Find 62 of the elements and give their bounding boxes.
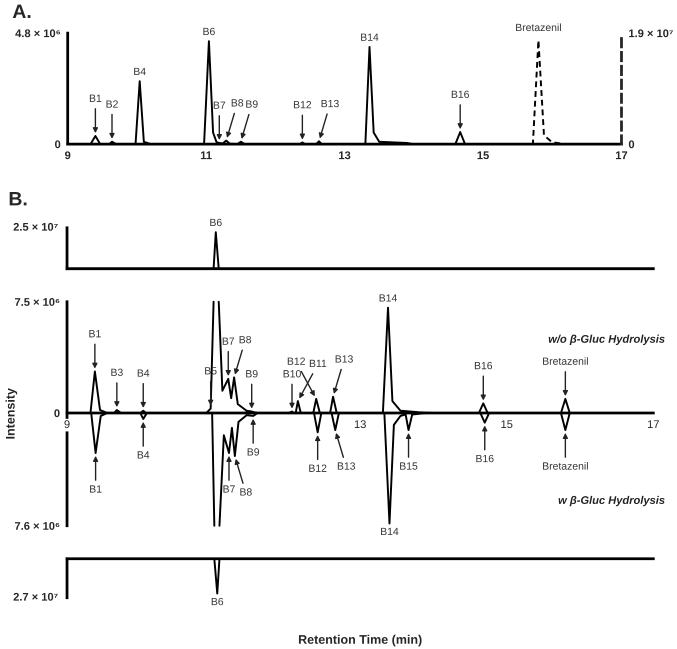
chart-title: A. xyxy=(12,4,30,18)
annotation: B15 xyxy=(400,462,418,470)
x-tick-label: 15 xyxy=(501,420,512,428)
annotation: B14 xyxy=(361,34,378,41)
annotation: B1 xyxy=(89,330,101,338)
annotation: B6 xyxy=(203,28,215,36)
annotation: B12 xyxy=(294,101,312,108)
annotation: B12 xyxy=(309,464,326,472)
x-tick-label: 9 xyxy=(64,151,70,160)
annotation: B3 xyxy=(111,368,123,376)
annotation: B6 xyxy=(212,598,224,606)
annotation: B1 xyxy=(90,94,102,102)
y-tick-label: 7.5 × 10⁶ xyxy=(14,298,60,306)
y-axis-title: Intensity xyxy=(6,388,18,439)
y-tick-label: 4.8 × 10⁶ xyxy=(15,29,60,38)
y2-tick-label: 1.9 × 10⁷ xyxy=(629,29,673,38)
annotation: B8 xyxy=(232,99,244,107)
x-axis-title: Retention Time (min) xyxy=(298,634,422,646)
annotation: B8 xyxy=(240,336,252,344)
x-tick-label: 15 xyxy=(478,151,489,160)
y2-tick-label: 0 xyxy=(628,140,634,148)
x-tick-label: 13 xyxy=(339,151,350,160)
chart-title: B. xyxy=(10,192,26,206)
x-tick-label: 17 xyxy=(648,420,659,428)
annotation: B7 xyxy=(223,485,235,493)
annotation: B13 xyxy=(336,355,353,363)
annotation: B1 xyxy=(90,485,102,493)
annotation: B8 xyxy=(240,488,252,496)
annotation: B4 xyxy=(138,451,150,458)
x-tick-label: 9 xyxy=(64,420,70,428)
annotation: B13 xyxy=(338,462,356,470)
series-label: Bretazenil xyxy=(516,23,561,32)
annotation: Bretazenil xyxy=(543,357,588,365)
annotation: B2 xyxy=(106,100,118,108)
annotation: w β-Gluc Hydrolysis xyxy=(558,496,665,506)
annotation: B16 xyxy=(452,90,470,98)
annotation: B4 xyxy=(134,68,146,76)
annotation: B9 xyxy=(248,448,260,456)
annotation: B7 xyxy=(222,338,234,345)
annotation: B11 xyxy=(310,360,326,367)
annotation: Bretazenil xyxy=(543,462,588,470)
x-tick-label: 17 xyxy=(616,151,628,160)
annotation: B12 xyxy=(288,357,305,365)
annotation: B14 xyxy=(381,528,398,536)
annotation: B9 xyxy=(246,370,258,378)
annotation: B4 xyxy=(138,369,150,377)
text: 2.7 × 10⁷ xyxy=(14,592,58,601)
x-tick-label: 11 xyxy=(200,151,212,160)
annotation: B10 xyxy=(284,370,301,378)
annotation: B7 xyxy=(214,102,226,109)
y-tick-label: 7.6 × 10⁶ xyxy=(14,522,60,530)
x-tick-label: 13 xyxy=(354,420,366,428)
annotation: B9 xyxy=(246,100,258,108)
annotation: B13 xyxy=(322,100,339,108)
annotation: B14 xyxy=(380,294,397,302)
annotation: w/o β-Gluc Hydrolysis xyxy=(548,334,665,346)
y-tick-label: 0 xyxy=(55,140,60,148)
annotation: B6 xyxy=(210,218,222,226)
annotation: B16 xyxy=(476,454,494,462)
y-tick-label: 0 xyxy=(54,409,60,418)
annotation: B16 xyxy=(474,362,492,370)
text: 2.5 × 10⁷ xyxy=(14,222,58,231)
